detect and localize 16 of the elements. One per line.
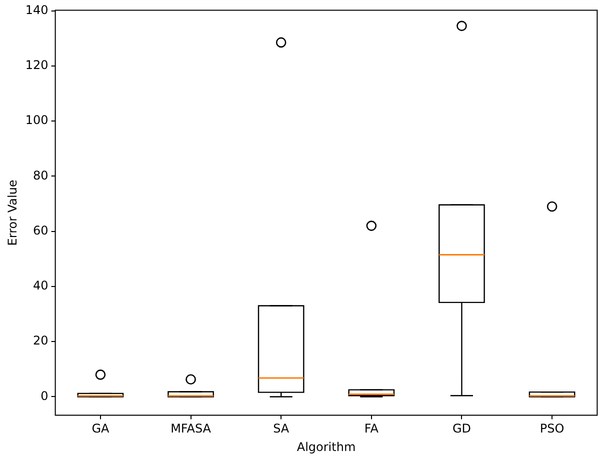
y-tick-label: 60: [33, 223, 48, 238]
y-tick-label: 140: [25, 2, 48, 17]
x-tick-label: GD: [452, 422, 471, 436]
y-tick-label: 0: [40, 388, 48, 403]
y-tick-label: 120: [25, 58, 48, 72]
x-tick-label: SA: [273, 422, 290, 436]
y-tick-label: 40: [33, 278, 48, 293]
x-tick-label: PSO: [540, 422, 564, 436]
y-tick-label: 80: [33, 168, 48, 182]
y-tick-label: 20: [33, 334, 48, 348]
x-axis-title: Algorithm: [296, 440, 356, 454]
x-tick-label: MFASA: [170, 422, 212, 436]
y-axis-title: Error Value: [5, 180, 20, 246]
x-tick-label: GA: [92, 422, 110, 436]
x-tick-label: FA: [364, 422, 380, 436]
y-tick-label: 100: [25, 113, 48, 128]
